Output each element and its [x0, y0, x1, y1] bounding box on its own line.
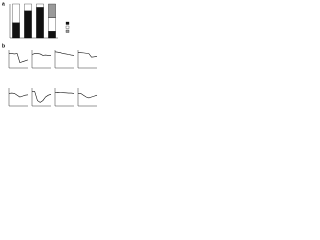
trace: [78, 93, 98, 99]
panel-label: b: [2, 43, 5, 49]
bar-segment: [36, 7, 44, 39]
trace: [31, 53, 51, 56]
bar-segment: [48, 3, 56, 18]
legend-swatch: [65, 25, 70, 29]
axis: [8, 50, 28, 69]
legend-swatch: [65, 29, 70, 33]
bar-segment: [12, 3, 20, 23]
legend-swatch: [65, 21, 70, 25]
bar-segment: [48, 31, 56, 39]
axis: [54, 50, 74, 69]
axis: [31, 50, 51, 69]
trace: [78, 52, 98, 58]
trace: [9, 53, 29, 63]
axis: [31, 88, 51, 107]
trace: [54, 92, 75, 94]
bar-segment: [24, 10, 32, 39]
trace: [8, 92, 29, 98]
bar-segment: [36, 3, 44, 8]
axis: [77, 88, 97, 107]
axis: [54, 88, 74, 107]
bar-segment: [24, 3, 32, 11]
trace: [54, 51, 75, 56]
trace: [32, 91, 52, 103]
axis: [8, 88, 28, 107]
figure: ab: [2, 1, 98, 107]
bar-segment: [12, 22, 20, 39]
axis: [77, 50, 97, 69]
panel-label: a: [2, 1, 5, 7]
bar-segment: [48, 17, 56, 32]
